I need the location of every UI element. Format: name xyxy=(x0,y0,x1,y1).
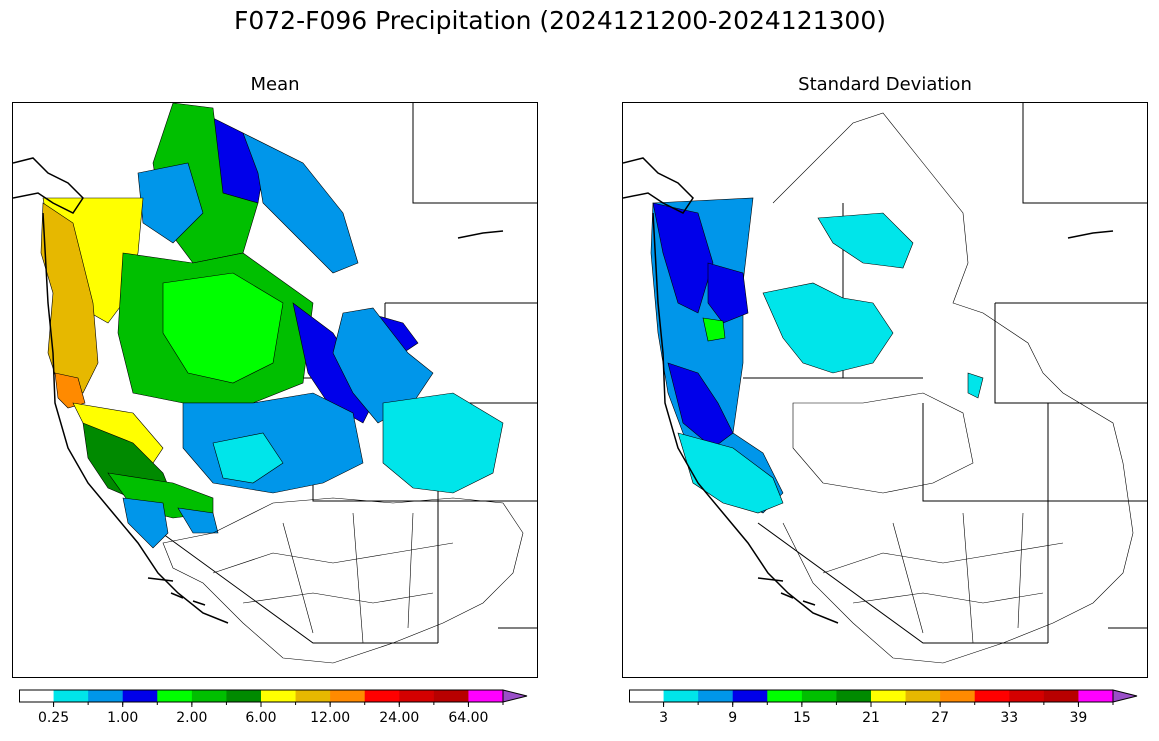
region-cyan-ne xyxy=(967,372,984,399)
region-cyan-east xyxy=(382,392,504,494)
std-colorbar-extend-arrow xyxy=(1112,689,1138,703)
mean-colorbar-extend-arrow xyxy=(502,689,528,703)
std-regions xyxy=(650,197,984,514)
std-colorbar-segment xyxy=(974,690,1010,702)
coastline xyxy=(13,157,504,624)
mean-colorbar-tick-label: 2.00 xyxy=(176,710,207,726)
region-green-small xyxy=(702,317,726,342)
mean-map-svg xyxy=(13,103,537,664)
std-colorbar-tick-label: 33 xyxy=(1000,710,1018,726)
std-colorbar-svg: 3 9 15 21 27 33 39 xyxy=(629,689,1138,726)
std-colorbar-segment xyxy=(905,690,941,702)
region-cyan-interior xyxy=(762,282,894,374)
std-colorbar-segment xyxy=(871,690,907,702)
mean-colorbar-segment xyxy=(19,690,55,702)
mean-colorbar-svg: 0.25 1.00 2.00 6.00 12.00 24.00 64.00 xyxy=(19,689,528,726)
std-colorbar-tick-label: 21 xyxy=(862,710,880,726)
boundary-lines xyxy=(743,103,1147,644)
main-title: F072-F096 Precipitation (2024121200-2024… xyxy=(233,6,886,35)
region-cyan-coast xyxy=(677,432,784,514)
mean-colorbar-segment xyxy=(88,690,124,702)
region-mid-blue-nw xyxy=(137,162,204,244)
mean-colorbar-segment xyxy=(433,690,469,702)
std-colorbar-segment xyxy=(663,690,699,702)
std-colorbar-segment xyxy=(1009,690,1045,702)
mean-colorbar-tick-label: 64.00 xyxy=(448,710,488,726)
std-colorbar-tick-label: 15 xyxy=(793,710,811,726)
mean-map xyxy=(12,102,538,678)
region-dark-blue-south xyxy=(667,362,734,449)
mean-colorbar-segment xyxy=(53,690,89,702)
std-colorbar-tick-label: 27 xyxy=(931,710,949,726)
region-mid-blue-south xyxy=(182,392,364,494)
std-colorbar-segment xyxy=(801,690,837,702)
mean-colorbar-segment xyxy=(399,690,435,702)
mean-colorbar-segment xyxy=(226,690,262,702)
region-dark-blue-coast xyxy=(652,202,714,314)
mean-colorbar-segment xyxy=(364,690,400,702)
basin-outlines xyxy=(772,112,1134,664)
mean-colorbar-tick-label: 6.00 xyxy=(245,710,276,726)
mean-colorbar-tick-label: 12.00 xyxy=(310,710,350,726)
mean-colorbar: 0.25 1.00 2.00 6.00 12.00 24.00 64.00 xyxy=(19,688,531,728)
std-colorbar-segment xyxy=(732,690,768,702)
std-colorbar-segment xyxy=(1078,690,1114,702)
mean-colorbar-segment xyxy=(468,690,504,702)
region-cyan-north xyxy=(817,212,914,269)
std-colorbar-segment xyxy=(698,690,734,702)
std-colorbar-tick-label: 39 xyxy=(1070,710,1088,726)
std-colorbar-segment xyxy=(629,690,665,702)
mean-colorbar-tick-label: 0.25 xyxy=(38,710,69,726)
mean-colorbar-segment xyxy=(261,690,297,702)
basin-outlines xyxy=(162,497,524,664)
mean-colorbar-segment xyxy=(191,690,227,702)
region-mid-blue-sw xyxy=(122,497,169,549)
region-mid-blue-north xyxy=(242,132,359,274)
mean-colorbar-tick-label: 24.00 xyxy=(379,710,419,726)
std-colorbar-tick-label: 9 xyxy=(728,710,737,726)
std-colorbar-segment xyxy=(1043,690,1079,702)
std-colorbar-tick-label: 3 xyxy=(659,710,668,726)
std-map xyxy=(622,102,1148,678)
region-dark-blue-mid xyxy=(707,262,749,324)
precip-regions xyxy=(40,103,504,549)
mean-colorbar-segment xyxy=(330,690,366,702)
region-blue-small xyxy=(177,507,219,534)
mean-panel-title: Mean xyxy=(250,74,300,95)
std-map-svg xyxy=(623,103,1147,664)
mean-colorbar-tick-label: 1.00 xyxy=(107,710,138,726)
mean-colorbar-segment xyxy=(157,690,193,702)
std-colorbar-segment xyxy=(767,690,803,702)
std-colorbar-segment xyxy=(836,690,872,702)
std-panel-title: Standard Deviation xyxy=(798,74,972,95)
region-bright-green xyxy=(162,272,284,384)
mean-colorbar-segment xyxy=(295,690,331,702)
mean-colorbar-segment xyxy=(122,690,158,702)
std-colorbar: 3 9 15 21 27 33 39 xyxy=(629,688,1141,728)
coastline xyxy=(623,157,1114,624)
region-cyan-south xyxy=(212,432,284,484)
std-colorbar-segment xyxy=(940,690,976,702)
